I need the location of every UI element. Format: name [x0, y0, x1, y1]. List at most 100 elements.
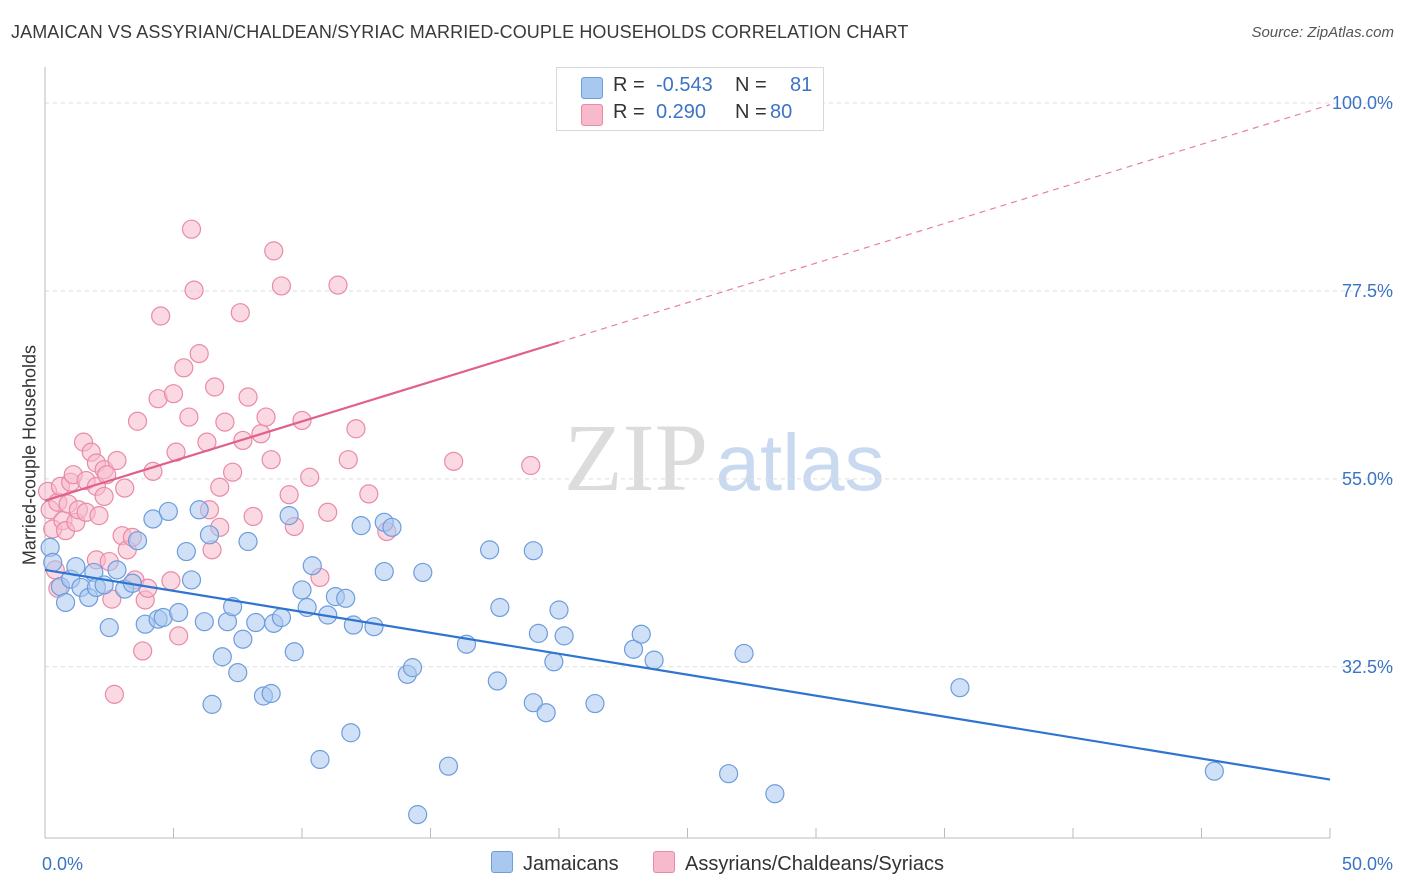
legend-swatch-blue — [581, 77, 603, 99]
jamaican-point — [271, 607, 292, 628]
correlation-legend: R = -0.543 N = 81 R = 0.290 N = 80 — [556, 67, 824, 131]
assyrian-point — [318, 502, 338, 522]
assyrian-point — [179, 407, 199, 427]
jamaican-point — [292, 580, 312, 600]
jamaican-point — [549, 600, 569, 620]
assyrian-point — [133, 641, 153, 661]
assyrian-point — [300, 467, 320, 487]
assyrian-point — [279, 485, 299, 505]
legend-n-label: N = — [735, 74, 767, 96]
jamaican-point — [169, 602, 189, 623]
axes — [44, 67, 1331, 839]
jamaican-point — [143, 509, 163, 529]
legend-r-value: 0.290 — [656, 101, 707, 123]
jamaican-point — [487, 671, 507, 691]
jamaican-point — [176, 541, 196, 562]
jamaican-point — [438, 756, 459, 776]
chart-title: JAMAICAN VS ASSYRIAN/CHALDEAN/SYRIAC MAR… — [11, 22, 909, 42]
legend-r-label: R = — [613, 101, 645, 123]
source-label: Source: ZipAtlas.com — [1251, 24, 1394, 41]
y-axis-label: Married-couple Households — [19, 344, 40, 566]
jamaican-point — [374, 561, 394, 582]
jamaican-point — [202, 694, 222, 714]
jamaican-trend-line-solid — [44, 568, 1331, 781]
jamaican-point — [238, 531, 258, 552]
assyrian-point — [89, 506, 109, 526]
jamaican-point — [523, 693, 543, 713]
jamaican-point — [1204, 761, 1224, 781]
jamaican-point — [279, 506, 299, 526]
assyrian-point — [184, 280, 204, 300]
jamaican-point — [107, 560, 127, 580]
jamaican-point — [523, 541, 543, 561]
bottom-legend-assyrians: Assyrians/Chaldeans/Syriacs — [653, 851, 944, 876]
watermark-atlas: atlas — [716, 418, 885, 507]
jamaican-point — [189, 500, 209, 520]
assyrian-point — [346, 419, 366, 439]
assyrian-point — [107, 450, 127, 471]
assyrian-trend-line-solid — [44, 341, 560, 502]
assyrian-point — [444, 451, 464, 471]
jamaican-point — [364, 617, 384, 637]
jamaican-point — [194, 612, 214, 632]
jamaican-point — [623, 639, 644, 659]
assyrian-point — [169, 626, 189, 646]
jamaican-point — [554, 626, 574, 646]
jamaican-point — [99, 617, 119, 638]
assyrian-point — [115, 478, 135, 498]
assyrian-point — [359, 484, 379, 504]
y-tick-labels: 32.5% 55.0% 77.5% 100.0% — [1332, 93, 1393, 677]
bottom-legend-swatch-blue — [491, 851, 513, 873]
legend-n-value: 80 — [770, 101, 793, 123]
jamaican-point — [351, 516, 371, 536]
assyrian-point — [238, 387, 258, 407]
assyrian-point — [174, 358, 194, 378]
y-tick-label: 77.5% — [1342, 281, 1393, 301]
assyrian-point — [181, 219, 202, 239]
legend-n-label: N = — [735, 101, 767, 123]
assyrian-point — [104, 684, 124, 704]
jamaican-point — [585, 693, 605, 714]
jamaican-point — [181, 570, 202, 590]
assyrian-point — [94, 486, 114, 507]
jamaican-point — [261, 683, 281, 704]
bottom-legend-jamaicans: Jamaicans — [491, 851, 619, 876]
jamaican-point — [480, 540, 500, 560]
y-tick-label: 55.0% — [1342, 469, 1393, 489]
assyrian-point — [338, 450, 358, 470]
jamaican-point — [490, 597, 510, 618]
assyrian-point — [261, 450, 281, 470]
assyrian-trend-line-dashed — [558, 104, 1331, 343]
jamaican-point — [528, 623, 549, 643]
trend-lines — [44, 104, 1331, 781]
jamaican-point — [55, 592, 76, 613]
y-tick-label: 100.0% — [1332, 93, 1393, 113]
jamaican-point — [43, 552, 63, 572]
jamaican-point — [402, 658, 423, 678]
watermark-zip: ZIP — [564, 404, 708, 511]
y-tick-label: 32.5% — [1342, 657, 1393, 677]
jamaican-point — [302, 556, 322, 576]
jamaican-point — [536, 703, 556, 723]
jamaican-point — [765, 784, 785, 804]
jamaican-point — [199, 525, 220, 545]
jamaican-point — [408, 805, 428, 825]
jamaican-point — [719, 764, 739, 784]
legend-r-value: -0.543 — [656, 74, 713, 96]
x-tick-label: 50.0% — [1342, 854, 1393, 874]
jamaican-point — [544, 652, 564, 672]
jamaican-point — [413, 562, 433, 583]
assyrian-point — [243, 506, 263, 527]
jamaican-point — [127, 531, 148, 551]
jamaican-point — [158, 501, 178, 522]
assyrian-point — [256, 407, 276, 427]
jamaican-point — [233, 629, 253, 649]
legend-swatch-pink — [581, 104, 603, 126]
jamaican-point — [341, 723, 361, 743]
assyrian-series-points — [37, 219, 541, 704]
assyrian-point — [264, 241, 284, 261]
jamaican-point — [644, 650, 664, 670]
assyrian-point — [271, 276, 292, 296]
legend-n-value: 81 — [790, 74, 813, 96]
